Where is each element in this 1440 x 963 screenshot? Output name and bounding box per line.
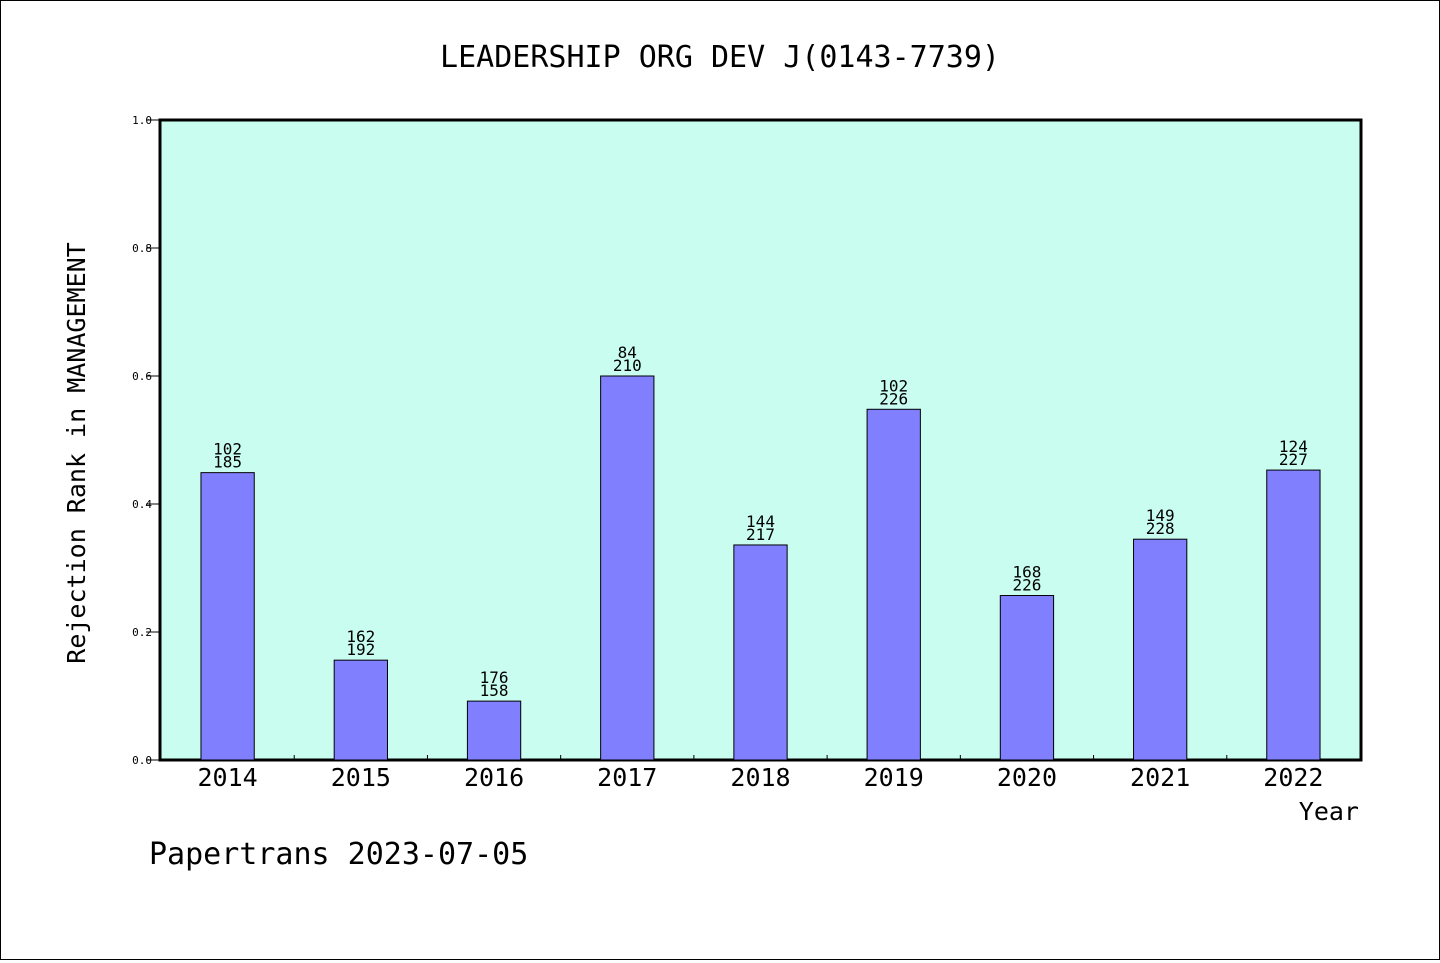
bar-label-bottom: 227 [1279,450,1308,469]
bar-label-top: 102 [879,376,908,395]
x-axis-labels: 2014 2015 2016 2017 2018 2019 2020 2021 2022 [198,763,1324,792]
y-tick-label: 0.0 [132,754,152,767]
chart-title: LEADERSHIP ORG DEV J(0143-7739) [440,40,1000,75]
bar-label-bottom: 192 [346,640,375,659]
x-tick-label: 2014 [198,763,258,792]
bar-2022 [1266,469,1321,761]
footer-credit: Papertrans 2023-07-05 [149,837,528,872]
y-tick-label: 1.0 [132,114,152,127]
bar-label-top: 124 [1279,437,1308,456]
bar-label-bottom: 210 [613,356,642,375]
bar-label-top: 168 [1012,563,1041,582]
bar-label-bottom: 185 [213,453,242,472]
bar-label-bottom: 228 [1146,519,1175,538]
bar-label-bottom: 226 [1012,576,1041,595]
x-tick-label: 2016 [464,763,524,792]
x-axis-ticks [293,755,1228,760]
bar-labels: 1021851621921761588421014421710222616822… [213,343,1308,700]
bar-2020 [999,595,1055,761]
y-tick-label: 0.6 [132,370,152,383]
y-tick-label: 0.2 [132,626,152,639]
bar-label-top: 176 [480,668,509,687]
bar-2018 [733,544,788,761]
bar-label-top: 84 [618,343,637,362]
x-axis-label: Year [1299,797,1359,826]
bar-label-top: 162 [346,627,375,646]
x-tick-label: 2022 [1263,763,1323,792]
x-tick-label: 2021 [1130,763,1190,792]
bar-label-bottom: 226 [879,389,908,408]
bar-label-top: 102 [213,440,242,459]
y-tick-label: 0.4 [132,498,152,511]
bar-label-top: 144 [746,512,775,531]
bar-2014 [200,472,255,761]
bars [200,375,1321,761]
bar-2021 [1133,538,1188,761]
bar-2017 [600,375,655,761]
bar-label-bottom: 158 [480,681,509,700]
x-tick-label: 2020 [997,763,1057,792]
x-tick-label: 2018 [730,763,790,792]
x-tick-label: 2015 [331,763,391,792]
y-tick-label: 0.8 [132,242,152,255]
x-tick-label: 2017 [597,763,657,792]
bar-label-top: 149 [1146,506,1175,525]
bar-2015 [333,659,388,761]
bar-2016 [466,700,522,761]
bar-label-bottom: 217 [746,525,775,544]
y-axis-ticks: 0.0 0.2 0.4 0.6 0.8 1.0 [132,114,160,767]
y-axis-label: Rejection Rank in MANAGEMENT [62,242,91,663]
bar-2019 [866,408,921,761]
x-tick-label: 2019 [864,763,924,792]
